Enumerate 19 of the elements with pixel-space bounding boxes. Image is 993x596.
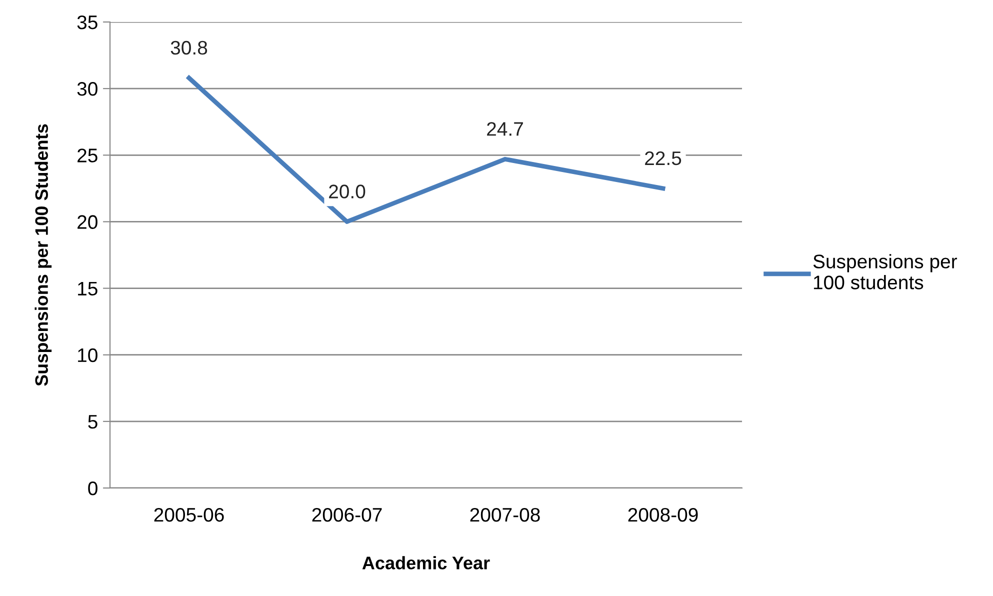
y-tick-label: 5: [88, 415, 98, 429]
data-label: 22.5: [645, 151, 682, 166]
data-label: 30.8: [170, 40, 208, 55]
data-label: 20.0: [329, 184, 366, 198]
x-axis-title: Academic Year: [362, 556, 490, 570]
data-label: 24.7: [487, 122, 523, 136]
y-tick-label: 30: [77, 82, 98, 96]
y-tick-label: 0: [88, 481, 98, 496]
x-tick-label: 2008-09: [628, 508, 698, 522]
y-tick-label: 20: [78, 215, 98, 229]
y-axis-title: Suspensions per 100 Students: [34, 124, 52, 386]
y-tick-label: 25: [78, 148, 98, 162]
x-tick-label: 2005-06: [154, 508, 224, 522]
y-tick-label: 35: [77, 15, 98, 30]
y-tick-label: 10: [78, 348, 98, 362]
x-tick-label: 2006-07: [312, 508, 382, 522]
legend-label: Suspensions per 100 students: [813, 254, 958, 290]
y-tick-label: 15: [78, 282, 98, 296]
x-tick-label: 2007-08: [470, 508, 540, 522]
